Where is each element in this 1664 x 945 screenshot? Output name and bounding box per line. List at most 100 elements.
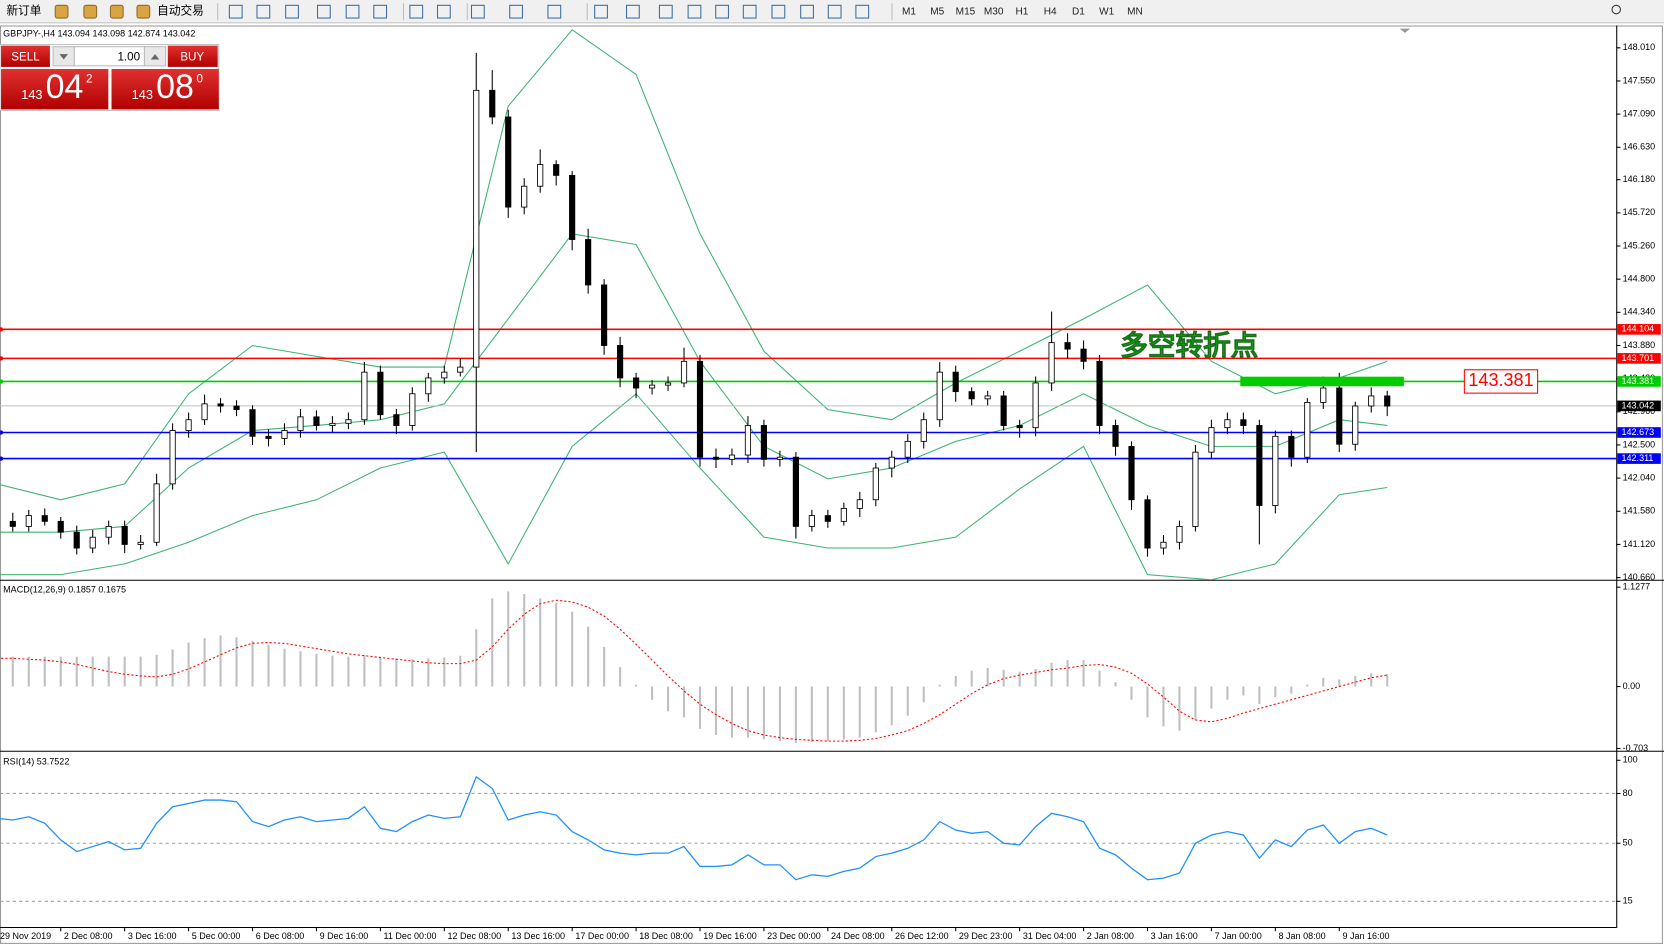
x-tick-label: 23 Dec 00:00 (767, 931, 821, 941)
x-tick-label: 5 Dec 00:00 (192, 931, 241, 941)
candle-body (393, 414, 400, 426)
candle-body (217, 403, 224, 407)
candle-body (41, 515, 48, 522)
candle-body (968, 391, 975, 400)
timeframe-button[interactable]: M5 (930, 6, 944, 17)
y-tick-label: 144.340 (1623, 307, 1656, 317)
toolbar-icon[interactable] (742, 4, 757, 19)
candle-body (984, 395, 991, 400)
candle-body (137, 541, 144, 545)
toolbar-icon[interactable] (827, 4, 842, 19)
candle-body (89, 536, 96, 549)
candle-body (1368, 395, 1375, 407)
toolbar-icon[interactable] (855, 4, 870, 19)
toolbar-icon[interactable] (345, 4, 360, 19)
timeframe-bar: M1 M5 M15 M30 H1 H4 D1 W1 MN (902, 6, 1143, 17)
timeframe-button[interactable]: H4 (1044, 6, 1057, 17)
sell-label[interactable]: SELL (11, 50, 40, 63)
lot-up-arrow (150, 54, 160, 60)
y-tick-label: 146.180 (1623, 174, 1656, 184)
candle-body (952, 371, 959, 393)
toolbar-icon[interactable] (658, 4, 673, 19)
toolbar-icon[interactable] (625, 4, 640, 19)
timeframe-button[interactable]: W1 (1099, 6, 1115, 17)
toolbar-icon[interactable] (771, 4, 786, 19)
toolbar-icon[interactable] (316, 4, 331, 19)
toolbar-icon[interactable] (470, 4, 485, 19)
lot-value[interactable]: 1.00 (117, 50, 140, 63)
timeframe-button[interactable]: H1 (1016, 6, 1029, 17)
toolbar-icon[interactable] (109, 4, 124, 19)
new-order-button[interactable]: 新订单 (6, 4, 41, 18)
toolbar-icon[interactable] (687, 4, 702, 19)
x-tick-label: 18 Dec 08:00 (639, 931, 693, 941)
candle-body (1128, 445, 1135, 501)
toolbar-icon[interactable] (509, 4, 523, 19)
candle-body (265, 435, 272, 439)
candle-body (1272, 435, 1279, 506)
candle-body (1384, 395, 1391, 407)
ask-price-box[interactable] (111, 69, 219, 110)
level-price-label: 144.104 (1622, 324, 1655, 334)
candle-body (1336, 387, 1343, 445)
toolbar-icon[interactable] (436, 4, 451, 19)
toolbar-icon[interactable] (373, 4, 388, 19)
toolbar-icon[interactable] (547, 4, 562, 19)
sell-button[interactable] (1, 45, 50, 67)
toolbar-icon[interactable] (285, 4, 299, 19)
candle-body (25, 515, 32, 527)
level-handle (0, 356, 4, 361)
toolbar-icon[interactable] (409, 4, 424, 19)
search-icon[interactable] (1611, 4, 1621, 15)
overlay: 144.104 143.701 143.381 142.673 142.311 143.0… (1120, 324, 1661, 464)
toolbar-icon[interactable] (228, 4, 243, 19)
y-tick-label: 1.1277 (1623, 582, 1651, 592)
toolbar-icon[interactable] (136, 4, 151, 19)
candle-body (329, 422, 336, 426)
bid-big: 143 (21, 87, 42, 102)
toolbar-icon[interactable] (594, 4, 608, 19)
candle-body (1000, 395, 1007, 426)
candle-body (1080, 348, 1087, 362)
candle-body (1208, 427, 1215, 453)
level-handle (0, 379, 4, 384)
toolbar-icon[interactable] (715, 4, 729, 19)
candle-body (585, 239, 592, 286)
y-tick-label: -0.703 (1623, 743, 1649, 753)
x-tick-label: 29 Dec 23:00 (959, 931, 1013, 941)
toolbar-icon[interactable] (54, 4, 69, 19)
level-price-label: 143.701 (1622, 353, 1655, 363)
auto-trading-button[interactable]: 自动交易 (157, 4, 204, 18)
timeframe-button[interactable]: D1 (1072, 6, 1085, 17)
candle-body (345, 419, 352, 424)
y-tick-label: 147.090 (1623, 108, 1656, 118)
toolbar-icon[interactable] (800, 4, 814, 19)
timeframe-button[interactable]: M30 (984, 6, 1004, 17)
candle-body (1096, 360, 1103, 426)
x-tick-label: 29 Nov 2019 (0, 931, 51, 941)
bid-pips: 04 (46, 68, 84, 106)
buy-label[interactable]: BUY (180, 50, 204, 63)
candle-body (888, 456, 895, 469)
candle-body (9, 520, 16, 527)
level-price-box (1617, 376, 1661, 387)
candle-body (105, 525, 112, 538)
x-tick-label: 3 Jan 16:00 (1151, 931, 1198, 941)
toolbar-icon[interactable] (256, 4, 271, 19)
y-tick-label: 141.580 (1623, 506, 1656, 516)
toolbar-icon[interactable] (83, 4, 98, 19)
timeframe-button[interactable]: M1 (902, 6, 916, 17)
y-tick-label: 140.660 (1623, 572, 1656, 582)
x-tick-label: 17 Dec 00:00 (575, 931, 629, 941)
candle-body (297, 416, 304, 431)
bid-price-box[interactable] (1, 69, 109, 110)
x-tick-label: 9 Jan 16:00 (1342, 931, 1389, 941)
x-tick-label: 12 Dec 08:00 (447, 931, 501, 941)
timeframe-button[interactable]: M15 (956, 6, 976, 17)
ask-pips: 08 (156, 68, 194, 106)
rsi-title: RSI(14) 53.7522 (3, 757, 69, 767)
candle-body (57, 520, 64, 533)
candle-body (169, 430, 176, 485)
buy-button[interactable] (167, 45, 218, 67)
timeframe-button[interactable]: MN (1127, 6, 1143, 17)
